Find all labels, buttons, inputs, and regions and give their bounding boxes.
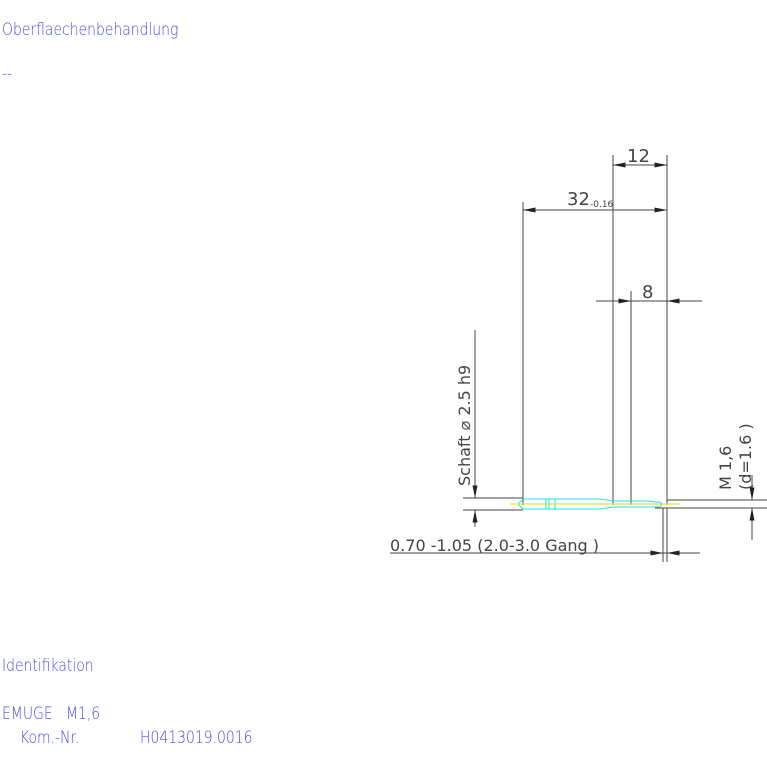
dimension-label-12: 12 [627, 146, 650, 167]
dimension-label-8: 8 [642, 282, 653, 303]
maker-label: EMUGE M1,6 [2, 704, 101, 724]
chamfer-label: 0.70 -1.05 (2.0-3.0 Gang ) [390, 536, 599, 555]
surface-treatment-value: -- [2, 64, 13, 84]
dimension-label-32: 32 [567, 189, 590, 210]
thread-label: M 1,6 [716, 446, 735, 490]
identification-label: Identifikation [2, 656, 94, 676]
thread-diameter-label: (d=1.6 ) [736, 423, 755, 490]
shank-label: Schaft ⌀ 2.5 h9 [455, 365, 474, 486]
surface-treatment-label: Oberflaechenbehandlung [2, 20, 179, 40]
dimension-tolerance-32: -0.16 [590, 200, 614, 210]
kom-nr-label: Kom.-Nr. [20, 728, 80, 748]
kom-nr-value: H0413019.0016 [140, 728, 253, 748]
